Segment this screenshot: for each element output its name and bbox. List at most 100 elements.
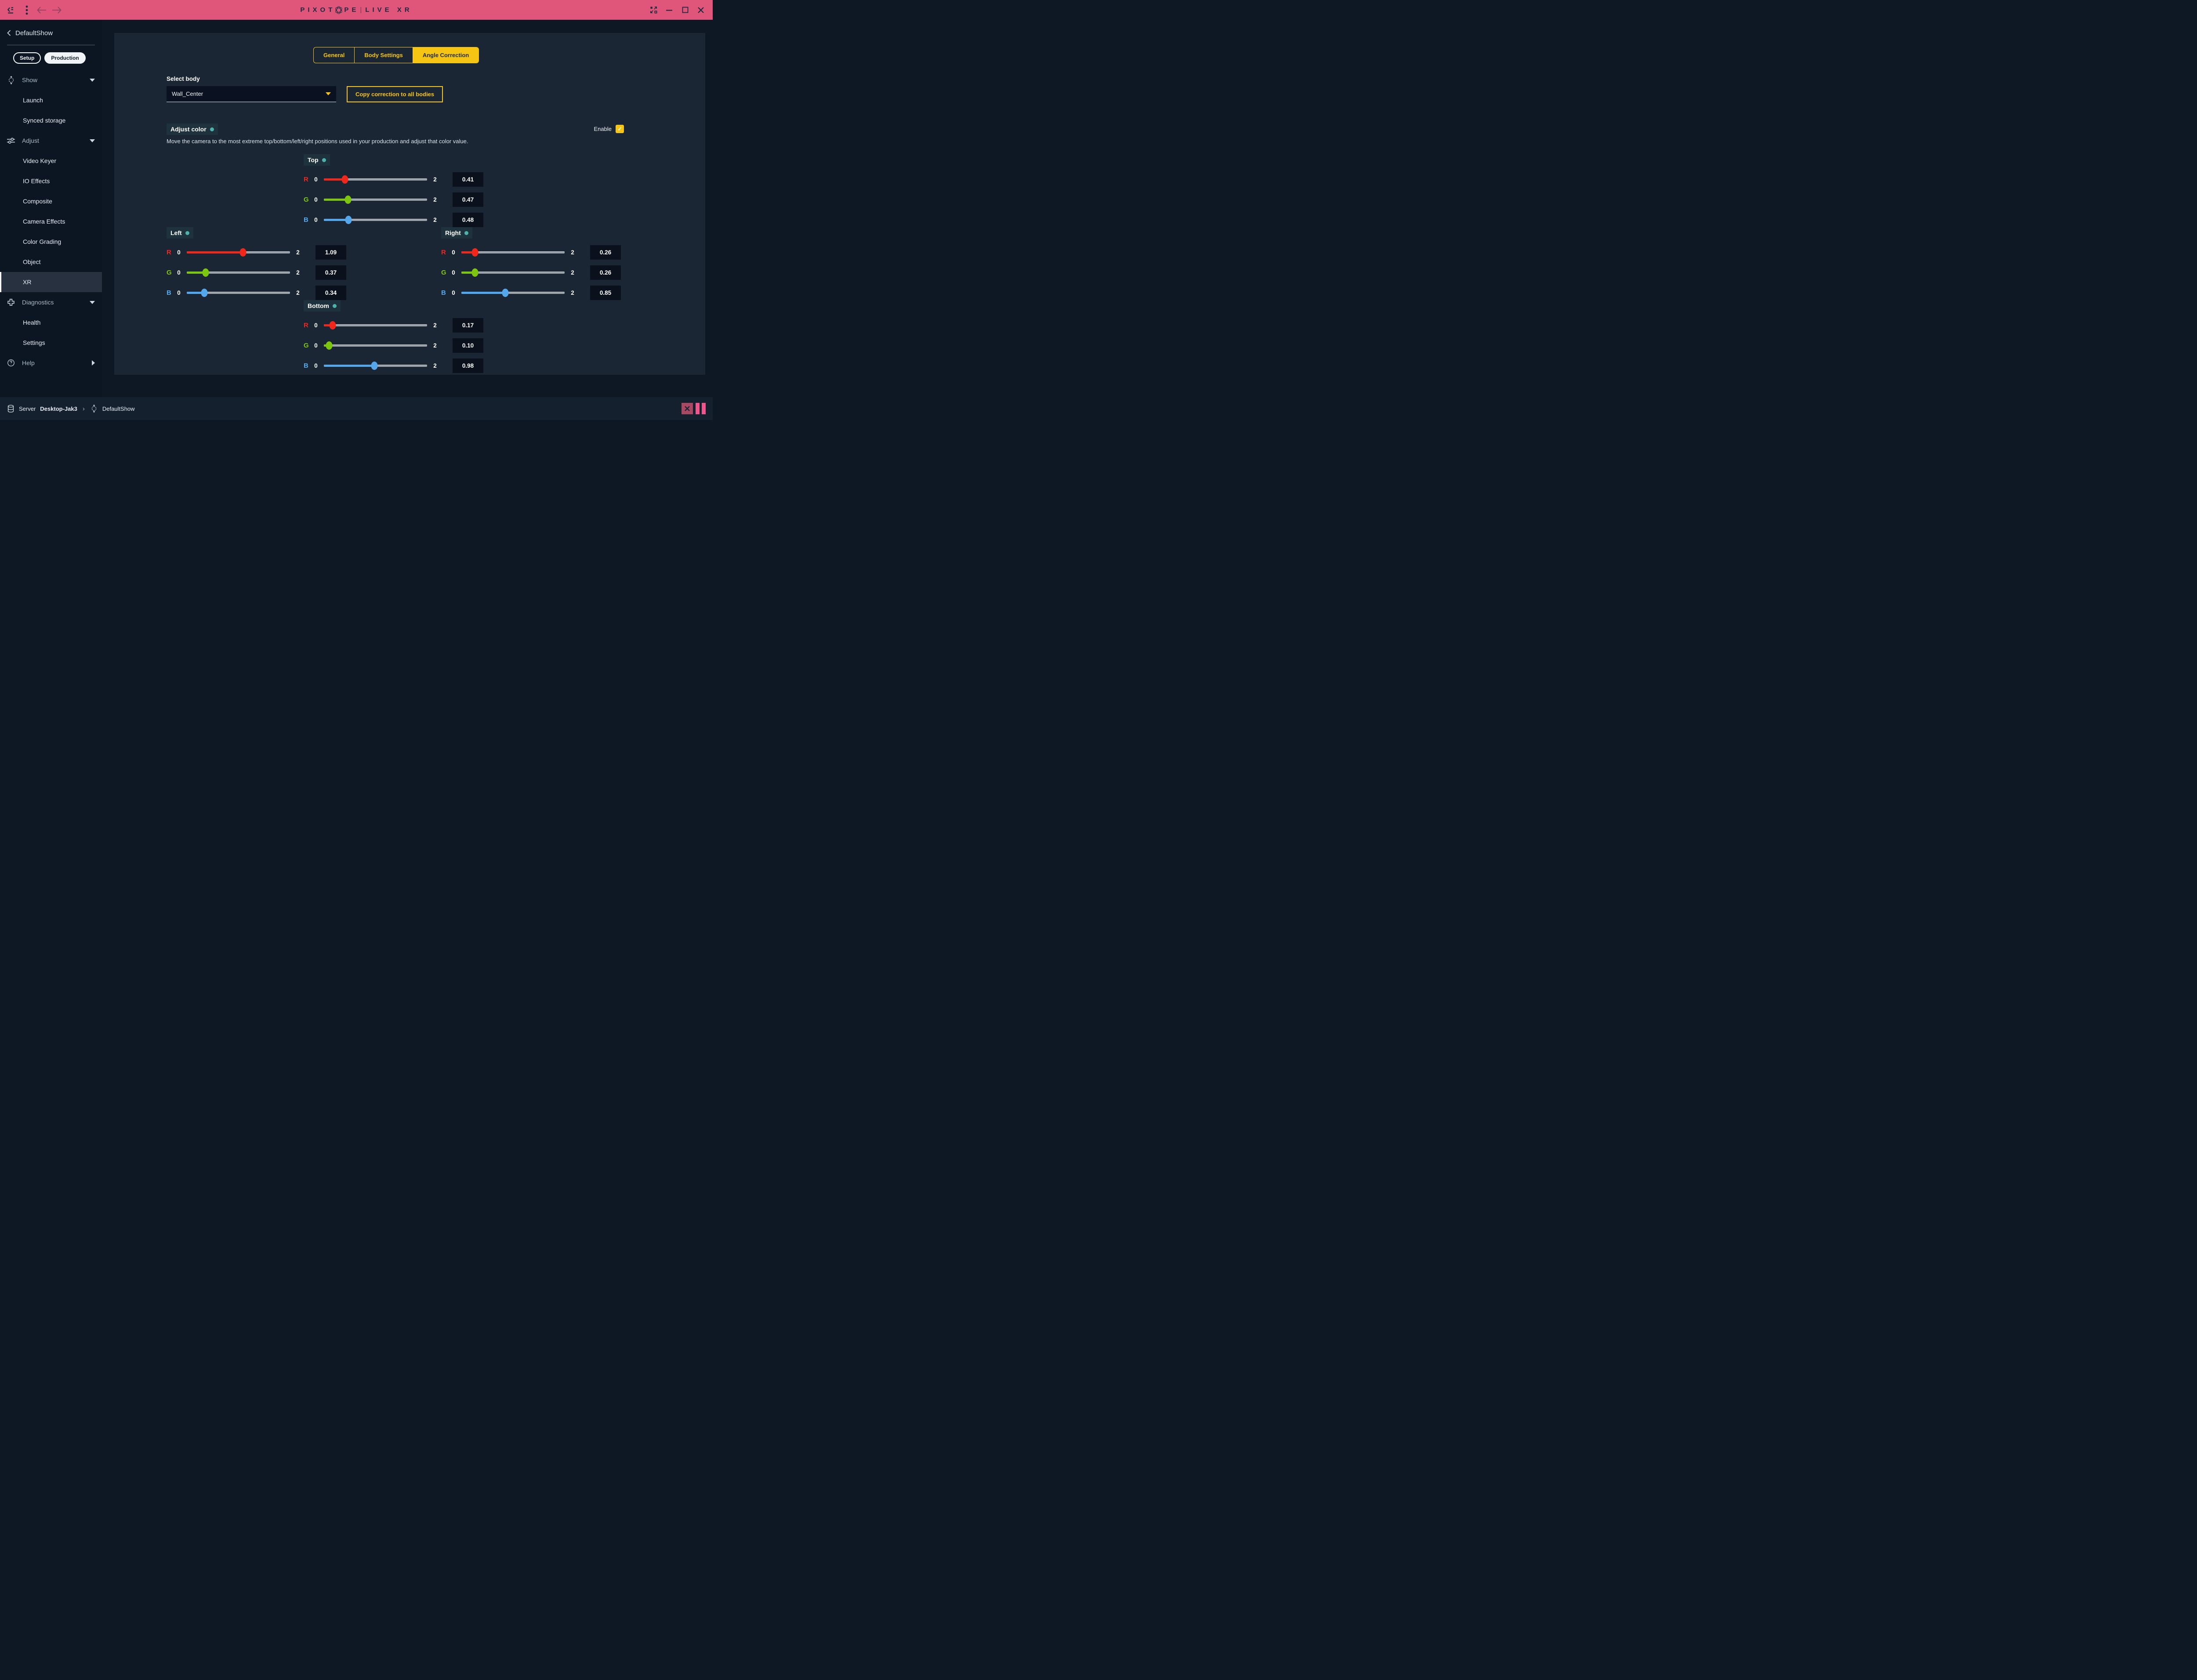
slider-value-field[interactable]: 0.47: [453, 192, 483, 207]
slider-top-g[interactable]: [324, 195, 427, 204]
slider-fill: [324, 178, 345, 181]
sidebar-item-diagnostics[interactable]: Diagnostics: [0, 292, 102, 312]
production-toggle-button[interactable]: Production: [44, 52, 86, 64]
slider-thumb[interactable]: [326, 341, 333, 350]
channel-label: B: [441, 289, 446, 297]
slider-value-field[interactable]: 0.26: [590, 245, 621, 260]
slider-bottom-r[interactable]: [324, 321, 427, 330]
slider-left-r[interactable]: [187, 248, 290, 257]
back-arrow-icon[interactable]: [35, 4, 48, 17]
sidebar-item-xr[interactable]: XR: [0, 272, 102, 292]
slider-min-label: 0: [177, 249, 181, 256]
sidebar-item-camera-effects[interactable]: Camera Effects: [0, 211, 102, 232]
mode-toggle: Setup Production: [0, 52, 102, 70]
slider-min-label: 0: [177, 269, 181, 276]
sidebar-item-settings[interactable]: Settings: [0, 333, 102, 353]
group-row-bottom: Bottom R 0 2 0.17 G 0 2 0.10 B 0 2 0.98: [167, 300, 624, 373]
channel-label: G: [304, 196, 309, 203]
sidebar-item-io-effects[interactable]: IO Effects: [0, 171, 102, 191]
tab-angle-correction[interactable]: Angle Correction: [413, 47, 479, 63]
copy-correction-button[interactable]: Copy correction to all bodies: [347, 86, 443, 102]
slider-value-field[interactable]: 0.48: [453, 212, 483, 227]
slider-row-bottom-r: R 0 2 0.17: [304, 318, 486, 333]
slider-top-b[interactable]: [324, 215, 427, 224]
slider-fill: [187, 291, 204, 294]
enable-checkbox[interactable]: ✓: [616, 125, 624, 133]
slider-thumb[interactable]: [345, 215, 352, 224]
slider-bottom-g[interactable]: [324, 341, 427, 350]
slider-right-r[interactable]: [461, 248, 565, 257]
group-left: Left R 0 2 1.09 G 0 2 0.37 B 0 2 0.34: [167, 227, 349, 300]
sidebar-item-video-keyer[interactable]: Video Keyer: [0, 151, 102, 171]
select-body-dropdown[interactable]: Wall_Center: [167, 86, 336, 102]
slider-value-field[interactable]: 0.10: [453, 338, 483, 353]
group-name: Right: [445, 229, 461, 236]
forward-arrow-icon[interactable]: [50, 4, 63, 17]
slider-min-label: 0: [314, 216, 318, 223]
tab-body-settings[interactable]: Body Settings: [355, 47, 413, 63]
slider-thumb[interactable]: [502, 288, 509, 297]
slider-value-field[interactable]: 0.26: [590, 265, 621, 280]
pause-icon[interactable]: [696, 403, 706, 414]
sidebar-item-help[interactable]: Help: [0, 353, 102, 373]
slider-right-g[interactable]: [461, 268, 565, 277]
channel-label: R: [304, 175, 308, 183]
show-name-label: DefaultShow: [15, 29, 53, 37]
sidebar-item-launch[interactable]: Launch: [0, 90, 102, 110]
info-dot-icon[interactable]: [322, 158, 326, 162]
angle-correction-groups: Top R 0 2 0.41 G 0 2 0.47 B 0 2 0.48 Left R 0 2 1.09 G 0 2 0.…: [167, 154, 624, 373]
sidebar-item-composite[interactable]: Composite: [0, 191, 102, 211]
collapse-sidebar-icon[interactable]: [5, 4, 18, 17]
tab-general[interactable]: General: [314, 47, 355, 63]
close-icon[interactable]: [694, 4, 707, 17]
slider-track: [324, 198, 427, 201]
sidebar-item-show[interactable]: Show: [0, 70, 102, 90]
slider-top-r[interactable]: [324, 175, 427, 184]
slider-value-field[interactable]: 1.09: [315, 245, 346, 260]
slider-thumb[interactable]: [471, 268, 479, 277]
info-dot-icon[interactable]: [464, 231, 468, 235]
minimize-icon[interactable]: [663, 4, 676, 17]
maximize-icon[interactable]: [678, 4, 692, 17]
fit-to-screen-icon[interactable]: [647, 4, 660, 17]
slider-value-field[interactable]: 0.41: [453, 172, 483, 187]
slider-value-field[interactable]: 0.37: [315, 265, 346, 280]
info-dot-icon[interactable]: [185, 231, 189, 235]
sidebar-item-adjust[interactable]: Adjust: [0, 130, 102, 151]
slider-thumb[interactable]: [239, 248, 247, 257]
info-dot-icon[interactable]: [210, 127, 214, 131]
slider-thumb[interactable]: [341, 175, 348, 184]
slider-value-field[interactable]: 0.17: [453, 318, 483, 333]
info-dot-icon[interactable]: [333, 304, 337, 308]
slider-thumb[interactable]: [371, 361, 378, 370]
sidebar-item-color-grading[interactable]: Color Grading: [0, 232, 102, 252]
slider-value-field[interactable]: 0.98: [453, 358, 483, 373]
sidebar-item-label: Help: [22, 359, 35, 366]
sidebar-item-object[interactable]: Object: [0, 252, 102, 272]
slider-left-g[interactable]: [187, 268, 290, 277]
show-breadcrumb-back[interactable]: DefaultShow: [0, 20, 102, 40]
slider-thumb[interactable]: [329, 321, 336, 329]
stop-button[interactable]: [682, 403, 693, 414]
slider-thumb[interactable]: [471, 248, 479, 257]
sidebar-item-health[interactable]: Health: [0, 312, 102, 333]
adjust-color-header: Adjust color Move the camera to the most…: [167, 123, 624, 145]
slider-thumb[interactable]: [344, 195, 352, 204]
slider-track: [324, 218, 427, 221]
slider-value-field[interactable]: 0.34: [315, 285, 346, 300]
slider-row-top-b: B 0 2 0.48: [304, 212, 486, 227]
kebab-menu-icon[interactable]: [20, 4, 33, 17]
slider-left-b[interactable]: [187, 288, 290, 297]
channel-label: B: [167, 289, 171, 297]
slider-value-field[interactable]: 0.85: [590, 285, 621, 300]
setup-toggle-button[interactable]: Setup: [13, 52, 41, 64]
adjust-color-description: Move the camera to the most extreme top/…: [167, 138, 468, 145]
slider-bottom-b[interactable]: [324, 361, 427, 370]
xr-settings-panel: General Body Settings Angle Correction Sel…: [114, 33, 705, 375]
xr-tabs: General Body Settings Angle Correction: [313, 47, 479, 63]
slider-right-b[interactable]: [461, 288, 565, 297]
footer-show-name[interactable]: DefaultShow: [102, 405, 135, 412]
slider-thumb[interactable]: [201, 288, 208, 297]
slider-thumb[interactable]: [202, 268, 209, 277]
sidebar-item-synced-storage[interactable]: Synced storage: [0, 110, 102, 130]
